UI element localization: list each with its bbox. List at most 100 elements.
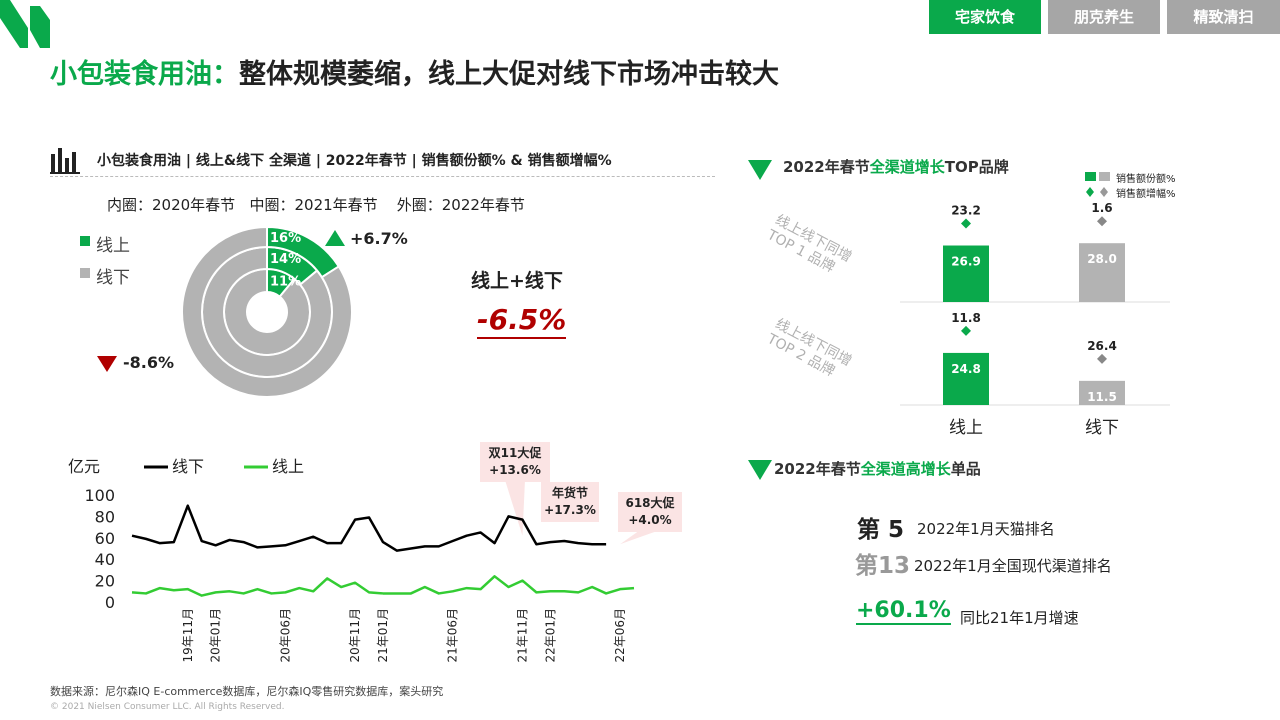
footer-source: 数据来源：尼尔森IQ E-commerce数据库，尼尔森IQ零售研究数据库，案头… [50, 685, 444, 698]
top-brand-title-post: TOP品牌 [944, 158, 1009, 176]
callout-box [480, 442, 550, 482]
x-tick-label: 20年01月 [209, 608, 223, 663]
sku-growth-text: 同比21年1月增速 [960, 609, 1079, 627]
legend-series-label: 线上 [272, 457, 304, 476]
brand-bar [1079, 380, 1125, 405]
bar-chart-icon [50, 148, 80, 174]
brand-bar-chart: 26.9 23.2 28.0 1.6 24.8 11.8 11.5 26.4 线上 线下 [900, 201, 1170, 438]
callout-label: 年货节 [552, 485, 588, 500]
y-tick-label: 20 [95, 572, 115, 591]
callout-label: 双11大促 [489, 445, 543, 460]
x-tick-label: 20年11月 [348, 608, 362, 663]
page-title: 小包装食用油：整体规模萎缩，线上大促对线下市场冲击较大 [50, 52, 779, 91]
x-tick-label: 21年06月 [446, 608, 460, 663]
green-down-arrow-icon-2 [748, 460, 772, 480]
legend-series-label: 线下 [172, 457, 204, 476]
offline-growth-value: -8.6% [123, 353, 175, 372]
brand-bar [943, 352, 989, 405]
down-triangle-icon [97, 356, 117, 372]
brand-growth-marker [961, 325, 971, 336]
rank1-text: 2022年1月天猫排名 [917, 520, 1055, 538]
legend-offline-swatch [80, 268, 90, 278]
legend-growth-markers [1086, 187, 1108, 197]
brand-bar-value: 26.9 [951, 255, 981, 269]
series-line-线下 [131, 504, 607, 552]
callout-value: +13.6% [489, 463, 541, 477]
row2-label: 线上线下同增 TOP 2 品牌 [764, 316, 855, 380]
rings-legend: 内圈：2020年春节 中圈：2021年春节 外圈：2022年春节 [107, 196, 525, 214]
legend-offline-label: 线下 [96, 268, 130, 288]
brand-logo [0, 0, 50, 48]
legend-share-label: 销售额份额% [1116, 174, 1176, 185]
series-line-线上 [131, 575, 635, 597]
y-tick-label: 100 [84, 486, 115, 505]
legend-online-label: 线上 [96, 236, 130, 256]
row1-label: 线上线下同增 TOP 1 品牌 [764, 212, 855, 276]
top-brand-title-highlight: 全渠道增长 [869, 158, 945, 176]
x-tick-label: 21年11月 [515, 608, 529, 663]
sku-growth-value: +60.1% [856, 598, 951, 625]
donut-data-label: 11% [270, 275, 301, 290]
page-title-rest: 整体规模萎缩，线上大促对线下市场冲击较大 [239, 59, 779, 90]
callout-value: +17.3% [544, 503, 596, 517]
brand-category-label: 线下 [1085, 418, 1119, 438]
brand-bar [943, 245, 989, 302]
donut-data-label: 16% [270, 231, 301, 246]
y-tick-label: 80 [95, 507, 115, 526]
callout-pointer [505, 480, 525, 536]
legend-share-gray-swatch [1099, 172, 1110, 181]
brand-growth-marker [1097, 216, 1107, 227]
y-tick-label: 0 [105, 593, 115, 612]
callout-box [541, 482, 599, 522]
green-down-arrow-icon [748, 160, 772, 180]
brand-bar-value: 11.5 [1087, 390, 1117, 404]
sku-title: 2022年春节全渠道高增长单品 [774, 458, 981, 479]
page-title-highlight: 小包装食用油： [50, 59, 239, 90]
line-chart: 亿元 线下 线上 0 20 40 60 80 100 双11大促 +13.6% 年货节 +17.3% 61… [68, 442, 682, 663]
top-brand-title-pre: 2022年春节 [783, 158, 870, 176]
up-triangle-icon [325, 230, 345, 246]
brand-bar-value: 24.8 [951, 362, 981, 376]
rank2-text: 2022年1月全国现代渠道排名 [914, 557, 1112, 575]
tab-fine-cleaning[interactable]: 精致清扫 [1167, 0, 1280, 34]
tab-punk-health[interactable]: 朋克养生 [1048, 0, 1160, 34]
callout-label: 618大促 [625, 495, 675, 510]
total-label: 线上+线下 [471, 270, 563, 292]
brand-growth-value: 23.2 [951, 204, 981, 218]
donut-slice-offline-2 [181, 225, 353, 398]
legend-share-green-swatch [1085, 172, 1096, 181]
y-axis-label: 亿元 [68, 457, 100, 476]
left-section-subtitle: 小包装食用油 | 线上&线下 全渠道 | 2022年春节 | 销售额份额% & … [97, 153, 612, 169]
brand-category-label: 线上 [949, 418, 983, 438]
legend-online-swatch [80, 236, 90, 246]
brand-growth-marker [961, 218, 971, 229]
top-brand-title: 2022年春节全渠道增长TOP品牌 [783, 156, 1009, 177]
brand-growth-value: 1.6 [1091, 201, 1112, 215]
x-tick-label: 22年01月 [543, 608, 557, 663]
sku-title-highlight: 全渠道高增长 [860, 460, 951, 478]
y-tick-label: 60 [95, 529, 115, 548]
x-tick-label: 22年06月 [613, 608, 627, 663]
sku-title-post: 单品 [950, 460, 981, 478]
x-tick-label: 20年06月 [278, 608, 292, 663]
rank1-value: 第 5 [857, 517, 905, 543]
callout-pointer [620, 530, 660, 545]
left-section-divider [50, 176, 715, 177]
tab-home-food[interactable]: 宅家饮食 [929, 0, 1041, 34]
brand-growth-marker [1097, 353, 1107, 364]
brand-growth-value: 26.4 [1087, 339, 1117, 353]
x-tick-label: 19年11月 [181, 608, 195, 663]
callout-box [618, 492, 682, 532]
total-value: -6.5% [477, 303, 567, 339]
x-tick-label: 21年01月 [376, 608, 390, 663]
sku-title-pre: 2022年春节 [774, 460, 861, 478]
brand-bar [1079, 243, 1125, 302]
y-tick-label: 40 [95, 550, 115, 569]
rank2-value: 第13 [855, 553, 911, 579]
brand-bar-value: 28.0 [1087, 252, 1117, 266]
callout-value: +4.0% [628, 513, 671, 527]
footer-copyright: © 2021 Nielsen Consumer LLC. All Rights … [50, 702, 285, 712]
legend-growth-label: 销售额增幅% [1116, 189, 1176, 200]
brand-growth-value: 11.8 [951, 311, 981, 325]
donut-data-label: 14% [270, 252, 301, 267]
